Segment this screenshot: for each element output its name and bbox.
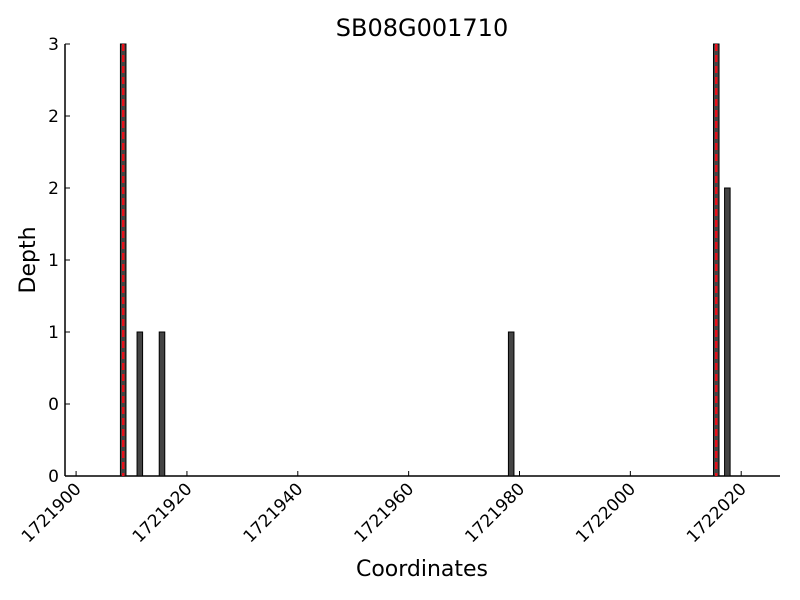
x-axis-label: Coordinates	[356, 557, 488, 582]
x-tick-label: 1721940	[240, 479, 308, 547]
y-tick-label: 1	[48, 251, 59, 271]
y-tick-label: 1	[48, 323, 59, 343]
y-tick-label: 2	[48, 179, 59, 199]
y-tick-label: 0	[48, 395, 59, 415]
bar	[136, 331, 144, 477]
y-tick-label: 0	[48, 467, 59, 487]
bar	[158, 331, 166, 477]
chart-title: SB08G001710	[336, 14, 508, 42]
bar	[507, 331, 515, 477]
y-tick-label: 3	[48, 35, 59, 55]
x-tick-label: 1721960	[350, 479, 418, 547]
bar	[724, 187, 731, 477]
y-tick-label: 2	[48, 107, 59, 127]
x-tick-label: 1721980	[461, 479, 529, 547]
y-axis-label: Depth	[16, 226, 41, 293]
x-tick-label: 1722020	[683, 479, 751, 547]
x-tick-label: 1721920	[129, 479, 197, 547]
x-tick-label: 1722000	[572, 479, 640, 547]
x-tick-label: 1721900	[18, 479, 86, 547]
